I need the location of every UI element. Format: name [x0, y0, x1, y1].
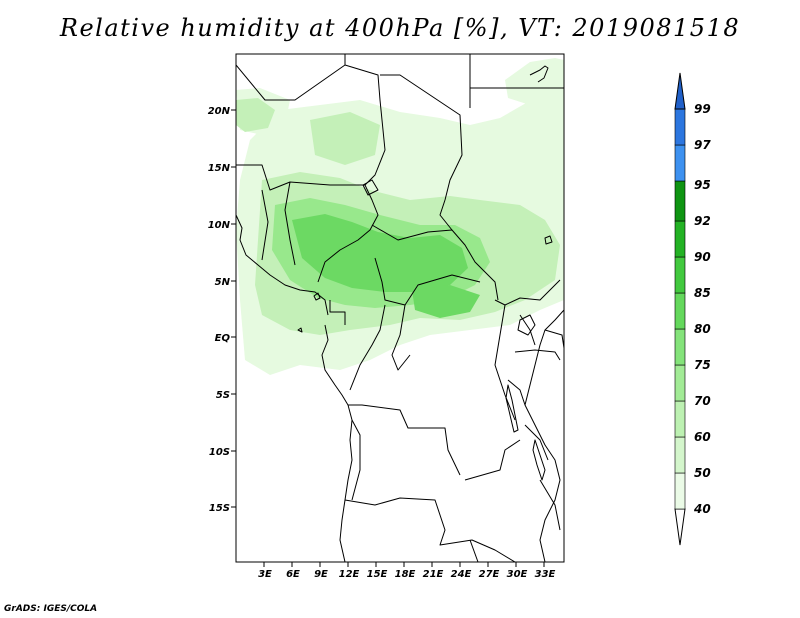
colorbar-segment: [674, 436, 686, 474]
colorbar-segment: [674, 328, 686, 366]
colorbar-segment: [674, 220, 686, 258]
lon-tick-label: 24E: [451, 569, 472, 580]
borders: [236, 54, 564, 562]
longitude-tick-marks: [263, 562, 545, 567]
country-border: [317, 184, 379, 283]
country-border: [494, 279, 561, 306]
lat-tick-label: 10S: [209, 447, 230, 458]
country-border: [371, 224, 499, 301]
country-border: [284, 181, 296, 266]
chart-title: Relative humidity at 400hPa [%], VT: 201…: [59, 14, 741, 42]
colorbar-label: 50: [694, 466, 711, 480]
lon-tick-label: 33E: [535, 569, 556, 580]
country-border: [348, 404, 461, 476]
country-border: [344, 497, 516, 562]
country-border: [349, 304, 386, 391]
country-border: [514, 349, 561, 361]
colorbar-bottom-triangle: [674, 508, 686, 546]
country-border: [380, 74, 463, 201]
lake-malawi: [532, 439, 546, 481]
country-border: [439, 199, 453, 231]
lake-tana: [544, 235, 553, 245]
colorbar-label: 97: [694, 138, 711, 152]
colorbar-label: 99: [694, 102, 711, 116]
map-frame: [235, 53, 565, 563]
country-border: [507, 379, 526, 406]
country-border: [524, 424, 549, 461]
colorbar-label: 40: [693, 502, 711, 516]
humidity-area-mid: [310, 112, 380, 165]
country-border: [351, 419, 361, 501]
lon-tick-label: 12E: [339, 569, 360, 580]
lon-tick-label: 27E: [479, 569, 500, 580]
country-border: [464, 439, 521, 481]
colorbar-segment: [674, 364, 686, 402]
colorbar-label: 80: [694, 322, 711, 336]
colorbar-segment: [674, 180, 686, 222]
lon-tick-label: 9E: [314, 569, 328, 580]
humidity-area-wet: [412, 285, 480, 318]
lat-tick-label: EQ: [215, 333, 231, 344]
colorbar-label: 92: [694, 214, 711, 228]
lake-tanganyika: [505, 384, 519, 433]
colorbar-label: 90: [694, 250, 711, 264]
lat-tick-label: 20N: [208, 106, 231, 117]
country-border: [391, 304, 411, 371]
country-border: [539, 479, 561, 531]
humidity-area-mid: [236, 98, 275, 132]
colorbar-segment: [674, 400, 686, 438]
lat-tick-label: 15N: [208, 163, 231, 174]
lon-tick-label: 6E: [286, 569, 300, 580]
latitude-ticks: 20N 15N 10N 5N EQ 5S 10S 15S: [208, 106, 231, 514]
lat-tick-label: 10N: [208, 220, 231, 231]
country-border: [344, 64, 386, 186]
grads-credit: GrADS: IGES/COLA: [4, 604, 98, 614]
lon-tick-label: 21E: [423, 569, 444, 580]
humidity-area-light: [505, 58, 564, 105]
colorbar-segment: [674, 472, 686, 510]
colorbar-label: 60: [694, 430, 711, 444]
humidity-area-wet: [292, 214, 468, 292]
country-border: [544, 329, 564, 349]
coastline: [529, 65, 549, 83]
lat-tick-label: 5N: [215, 277, 231, 288]
lake-victoria: [517, 314, 536, 336]
island: [313, 292, 321, 301]
latitude-tick-marks: [231, 109, 236, 508]
colorbar-segment: [674, 144, 686, 182]
country-border: [236, 54, 346, 101]
colorbar-label: 95: [694, 178, 711, 192]
island: [297, 327, 303, 333]
colorbar: 40 50 60 70 75 80 85 90 92 95 97 99: [674, 72, 711, 546]
colorbar-segment: [674, 108, 686, 146]
longitude-ticks: 3E 6E 9E 12E 15E 18E 21E 24E 27E 30E 33E: [258, 569, 555, 580]
coastline: [524, 309, 564, 562]
colorbar-label: 85: [694, 286, 711, 300]
lon-tick-label: 3E: [258, 569, 272, 580]
lon-tick-label: 15E: [367, 569, 388, 580]
lake-chad: [362, 179, 379, 196]
country-border: [469, 539, 479, 562]
colorbar-segment: [674, 292, 686, 330]
lon-tick-label: 18E: [395, 569, 416, 580]
humidity-shading: [236, 58, 564, 375]
country-border: [261, 189, 269, 261]
country-border: [494, 304, 516, 421]
colorbar-label: 70: [694, 394, 711, 408]
lat-tick-label: 5S: [216, 390, 230, 401]
country-border: [329, 300, 346, 325]
colorbar-segment: [674, 256, 686, 294]
colorbar-top-triangle: [674, 72, 686, 110]
country-border: [236, 164, 365, 191]
lat-tick-label: 15S: [209, 503, 230, 514]
lon-tick-label: 30E: [507, 569, 528, 580]
country-border: [519, 314, 536, 346]
colorbar-label: 75: [694, 358, 711, 372]
